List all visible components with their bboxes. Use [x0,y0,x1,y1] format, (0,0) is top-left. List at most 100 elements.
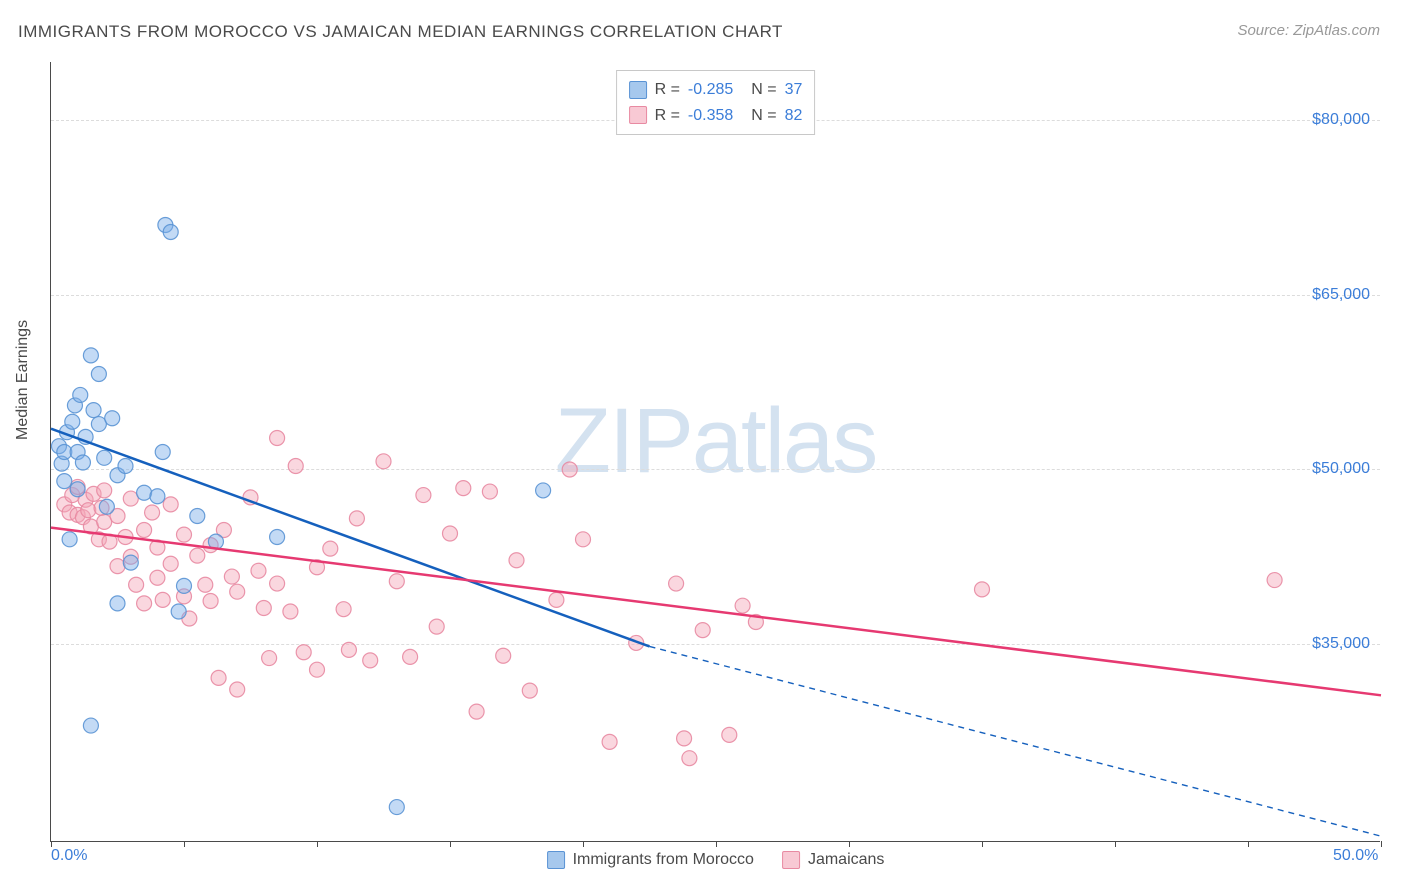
scatter-point [536,483,551,498]
x-tick-mark [317,841,318,847]
scatter-point [336,602,351,617]
legend-row-jamaicans: R = -0.358 N = 82 [629,103,803,129]
x-tick-mark [1248,841,1249,847]
x-tick-mark [1381,841,1382,847]
scatter-point [429,619,444,634]
n-value-jamaicans: 82 [785,103,803,129]
scatter-point [251,563,266,578]
trendline-dashed [650,646,1382,836]
r-value-morocco: -0.285 [688,77,733,103]
scatter-point [562,462,577,477]
scatter-point [270,431,285,446]
scatter-point [283,604,298,619]
scatter-point [296,645,311,660]
scatter-point [73,387,88,402]
scatter-point [975,582,990,597]
x-tick-mark [450,841,451,847]
scatter-point [83,348,98,363]
scatter-point [1267,573,1282,588]
scatter-point [145,505,160,520]
scatter-point [65,414,80,429]
legend-item-morocco: Immigrants from Morocco [547,851,754,869]
x-tick-label: 50.0% [1333,847,1378,865]
legend-label-jamaicans: Jamaicans [808,851,884,869]
chart-title: IMMIGRANTS FROM MOROCCO VS JAMAICAN MEDI… [18,22,783,42]
scatter-point [137,485,152,500]
n-value-morocco: 37 [785,77,803,103]
legend-bottom: Immigrants from Morocco Jamaicans [547,851,885,869]
scatter-point [262,651,277,666]
scatter-point [224,569,239,584]
scatter-point [403,649,418,664]
scatter-point [310,662,325,677]
scatter-point [256,601,271,616]
scatter-point [735,598,750,613]
scatter-point [496,648,511,663]
scatter-svg [51,62,1380,841]
scatter-point [99,499,114,514]
scatter-point [443,526,458,541]
scatter-point [270,529,285,544]
scatter-point [70,482,85,497]
scatter-point [163,556,178,571]
x-tick-mark [1115,841,1116,847]
scatter-point [230,682,245,697]
scatter-point [695,623,710,638]
x-tick-mark [982,841,983,847]
scatter-point [83,718,98,733]
x-tick-mark [184,841,185,847]
scatter-point [163,224,178,239]
scatter-point [669,576,684,591]
scatter-point [341,642,356,657]
r-label: R = [655,103,680,129]
scatter-point [190,548,205,563]
scatter-point [323,541,338,556]
scatter-point [469,704,484,719]
x-tick-mark [583,841,584,847]
scatter-point [389,800,404,815]
scatter-point [482,484,497,499]
scatter-point [97,450,112,465]
scatter-point [270,576,285,591]
x-tick-mark [716,841,717,847]
legend-row-morocco: R = -0.285 N = 37 [629,77,803,103]
scatter-point [150,570,165,585]
scatter-point [129,577,144,592]
scatter-point [62,532,77,547]
scatter-point [137,523,152,538]
scatter-point [171,604,186,619]
scatter-point [376,454,391,469]
scatter-point [190,509,205,524]
scatter-point [456,481,471,496]
scatter-point [110,596,125,611]
chart-container: IMMIGRANTS FROM MOROCCO VS JAMAICAN MEDI… [0,0,1406,892]
scatter-point [137,596,152,611]
swatch-jamaicans [629,106,647,124]
scatter-point [389,574,404,589]
scatter-point [211,670,226,685]
r-value-jamaicans: -0.358 [688,103,733,129]
scatter-point [177,578,192,593]
scatter-point [363,653,378,668]
scatter-point [416,488,431,503]
scatter-point [155,592,170,607]
scatter-point [349,511,364,526]
scatter-point [105,411,120,426]
scatter-point [203,594,218,609]
legend-correlation: R = -0.285 N = 37 R = -0.358 N = 82 [616,70,816,135]
scatter-point [163,497,178,512]
scatter-point [198,577,213,592]
scatter-point [509,553,524,568]
scatter-point [602,734,617,749]
scatter-point [75,455,90,470]
scatter-point [91,367,106,382]
trendline-solid [51,528,1381,696]
swatch-morocco [629,81,647,99]
scatter-point [110,559,125,574]
scatter-point [177,527,192,542]
scatter-point [722,727,737,742]
scatter-point [81,503,96,518]
r-label: R = [655,77,680,103]
legend-label-morocco: Immigrants from Morocco [573,851,754,869]
n-label: N = [751,77,776,103]
